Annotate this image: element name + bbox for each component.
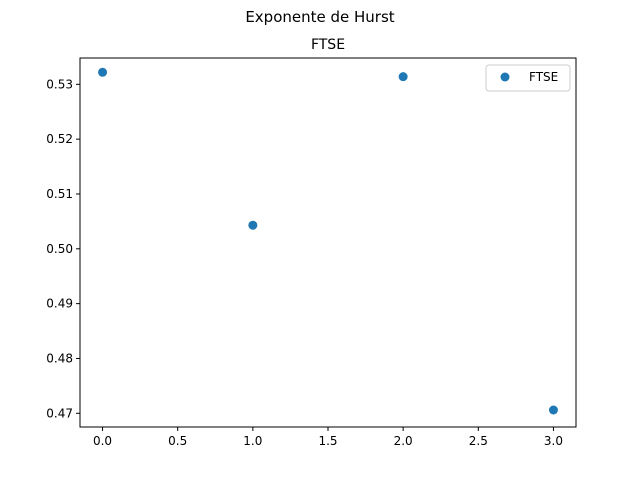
legend-box (485, 64, 571, 92)
points-layer (98, 67, 558, 415)
data-point (398, 72, 408, 82)
y-tick-label: 0.50 (46, 242, 73, 256)
figure-suptitle: Exponente de Hurst (245, 8, 394, 26)
y-tick-label: 0.51 (46, 187, 73, 201)
data-point (248, 220, 258, 230)
chart-title: FTSE (311, 37, 345, 53)
y-tick-label: 0.47 (46, 406, 73, 420)
plot-area-frame (79, 57, 577, 428)
x-tick-label: 0.0 (93, 434, 112, 448)
y-tick-label: 0.53 (46, 77, 73, 91)
x-tick-label: 1.5 (318, 434, 337, 448)
legend: FTSE (485, 64, 571, 92)
legend-marker (500, 72, 510, 82)
x-tick-label: 2.5 (469, 434, 488, 448)
y-tick-label: 0.49 (46, 297, 73, 311)
x-tick-label: 1.0 (243, 434, 262, 448)
legend-label: FTSE (529, 70, 558, 84)
data-point (548, 405, 558, 415)
tick-layer: 0.0 0.5 1.0 1.5 2.0 2.5 3.0 0.47 0.48 0.49 0.50 0.5… (46, 77, 563, 448)
y-tick-label: 0.48 (46, 351, 73, 365)
data-point (98, 67, 108, 77)
x-tick-label: 0.5 (168, 434, 187, 448)
x-tick-label: 3.0 (544, 434, 563, 448)
x-tick-label: 2.0 (394, 434, 413, 448)
y-tick-label: 0.52 (46, 132, 73, 146)
